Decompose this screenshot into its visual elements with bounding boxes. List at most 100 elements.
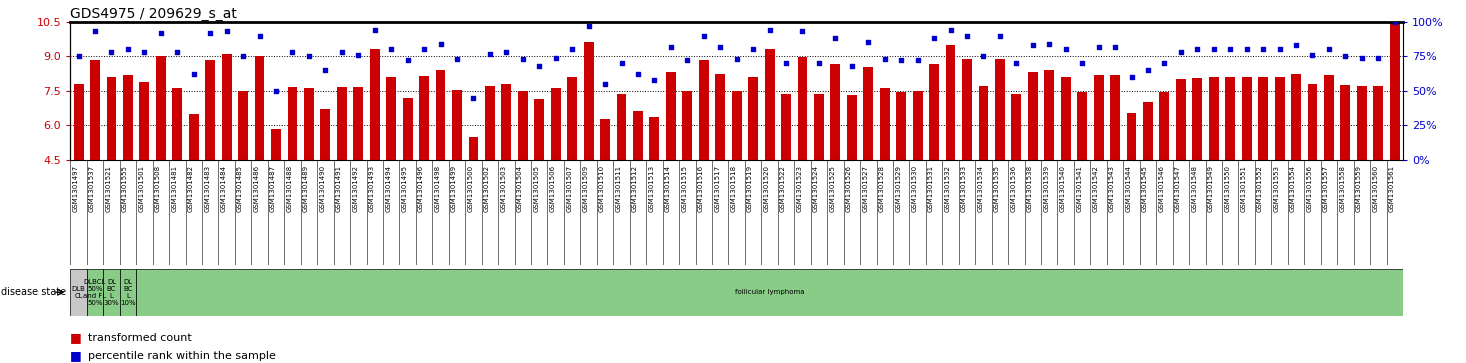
Point	[1218, 46, 1242, 52]
Text: GSM1301486: GSM1301486	[254, 165, 259, 212]
Point	[578, 23, 601, 29]
Bar	[1143, 102, 1152, 160]
Point	[708, 44, 732, 49]
Bar	[732, 91, 742, 160]
Point	[1366, 55, 1390, 61]
Text: GSM1301526: GSM1301526	[846, 165, 852, 212]
Bar	[715, 74, 726, 160]
Text: GSM1301551: GSM1301551	[1240, 165, 1246, 212]
Text: GSM1301550: GSM1301550	[1224, 165, 1230, 212]
Point	[494, 49, 517, 55]
Bar	[978, 86, 988, 160]
Text: GSM1301500: GSM1301500	[468, 165, 474, 212]
Bar	[649, 117, 660, 160]
Bar	[303, 89, 314, 160]
Bar	[534, 99, 544, 160]
Text: GSM1301510: GSM1301510	[600, 165, 605, 212]
Text: GSM1301498: GSM1301498	[434, 165, 440, 212]
Point	[1252, 46, 1275, 52]
Point	[198, 30, 221, 36]
Text: GSM1301515: GSM1301515	[682, 165, 688, 212]
Bar	[1340, 85, 1350, 160]
Text: GSM1301531: GSM1301531	[928, 165, 934, 212]
Text: transformed count: transformed count	[88, 333, 192, 343]
Point	[988, 33, 1012, 38]
Text: GSM1301544: GSM1301544	[1126, 165, 1132, 212]
Bar	[1061, 77, 1070, 160]
Bar	[633, 111, 644, 160]
Bar	[1160, 92, 1170, 160]
Text: GSM1301541: GSM1301541	[1076, 165, 1082, 212]
Text: GSM1301492: GSM1301492	[352, 165, 358, 212]
Bar	[1242, 77, 1252, 160]
Point	[478, 50, 501, 56]
Bar	[1028, 72, 1038, 160]
Bar	[1110, 75, 1120, 160]
Bar	[517, 91, 528, 160]
Point	[1170, 49, 1193, 55]
Text: GSM1301527: GSM1301527	[862, 165, 868, 212]
Point	[1004, 60, 1028, 66]
Text: GSM1301512: GSM1301512	[632, 165, 638, 212]
Point	[840, 63, 863, 69]
Point	[1070, 60, 1094, 66]
Bar	[107, 77, 116, 160]
Bar	[469, 137, 478, 160]
Point	[906, 57, 929, 63]
Bar	[814, 94, 824, 160]
Bar	[765, 49, 774, 160]
Text: follicular lymphoma: follicular lymphoma	[734, 289, 805, 295]
Point	[594, 81, 617, 87]
Bar	[1292, 74, 1300, 160]
Bar	[1209, 77, 1218, 160]
Point	[182, 71, 205, 77]
Point	[890, 57, 913, 63]
Text: GSM1301514: GSM1301514	[666, 165, 671, 212]
Point	[446, 56, 469, 62]
Text: GSM1301542: GSM1301542	[1092, 165, 1098, 212]
Point	[1120, 74, 1143, 80]
Bar	[583, 42, 594, 160]
Bar	[205, 60, 216, 160]
Point	[166, 49, 189, 55]
Bar	[452, 90, 462, 160]
Text: GSM1301485: GSM1301485	[237, 165, 243, 212]
Text: GSM1301483: GSM1301483	[204, 165, 210, 212]
Point	[544, 55, 567, 61]
Bar	[1044, 70, 1054, 160]
Point	[922, 36, 946, 41]
Point	[1104, 44, 1127, 49]
Bar	[1012, 94, 1022, 160]
Point	[528, 63, 551, 69]
Text: GSM1301481: GSM1301481	[172, 165, 177, 212]
Point	[938, 27, 962, 33]
Text: GSM1301545: GSM1301545	[1142, 165, 1148, 212]
Text: GSM1301511: GSM1301511	[616, 165, 622, 212]
Text: ■: ■	[70, 349, 82, 362]
Text: GSM1301543: GSM1301543	[1110, 165, 1116, 212]
Point	[856, 40, 880, 45]
Point	[1054, 46, 1078, 52]
Text: GSM1301487: GSM1301487	[270, 165, 276, 212]
Bar	[1078, 92, 1088, 160]
Point	[396, 57, 419, 63]
Point	[1234, 46, 1258, 52]
Text: GSM1301494: GSM1301494	[386, 165, 391, 212]
Point	[1318, 46, 1341, 52]
Point	[1334, 53, 1358, 59]
Text: GSM1301517: GSM1301517	[714, 165, 720, 212]
Point	[412, 46, 435, 52]
Text: GSM1301554: GSM1301554	[1290, 165, 1296, 212]
Bar	[369, 49, 380, 160]
Text: GSM1301558: GSM1301558	[1340, 165, 1346, 212]
Bar	[995, 58, 1004, 160]
Text: GSM1301503: GSM1301503	[500, 165, 506, 212]
Point	[726, 56, 749, 62]
Point	[808, 60, 831, 66]
Bar	[748, 77, 758, 160]
Point	[824, 36, 847, 41]
Bar	[1390, 20, 1400, 160]
Text: GSM1301533: GSM1301533	[962, 165, 968, 212]
Text: DL
BC
L
10%: DL BC L 10%	[120, 279, 136, 306]
Bar	[271, 129, 281, 160]
